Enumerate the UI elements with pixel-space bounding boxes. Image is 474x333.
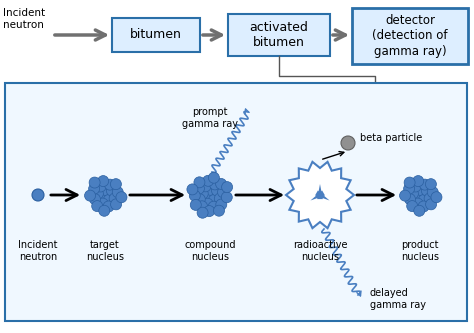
Circle shape [419,179,430,190]
Circle shape [116,192,127,203]
Circle shape [200,181,211,192]
Circle shape [97,192,108,203]
Circle shape [209,172,219,183]
FancyBboxPatch shape [5,83,467,321]
Circle shape [419,194,429,205]
Circle shape [404,183,415,194]
Circle shape [194,194,205,205]
Circle shape [424,193,435,204]
Circle shape [197,201,208,212]
Circle shape [414,189,426,200]
Circle shape [187,184,198,195]
Circle shape [189,190,201,201]
Circle shape [218,186,228,198]
Circle shape [404,194,415,205]
Circle shape [98,175,109,186]
Circle shape [91,200,103,211]
Circle shape [197,188,208,199]
Polygon shape [310,190,325,200]
Text: bitumen: bitumen [130,29,182,42]
Circle shape [89,183,100,194]
FancyBboxPatch shape [228,14,330,56]
Circle shape [109,193,120,204]
Circle shape [407,188,419,199]
Circle shape [407,200,418,211]
Circle shape [421,185,432,196]
Circle shape [84,190,96,201]
Circle shape [99,205,110,216]
Circle shape [431,192,442,203]
Polygon shape [315,190,329,200]
Circle shape [97,198,108,209]
Text: product
nucleus: product nucleus [401,240,439,262]
Circle shape [106,185,118,196]
Circle shape [110,199,122,210]
Circle shape [197,207,208,218]
Circle shape [204,205,215,216]
Circle shape [194,177,205,188]
Circle shape [425,178,437,190]
Circle shape [203,175,214,186]
Text: activated
bitumen: activated bitumen [250,21,309,49]
Circle shape [214,193,225,204]
Circle shape [112,187,123,198]
Circle shape [404,177,415,188]
Circle shape [211,185,222,196]
Circle shape [190,199,201,210]
Text: detector
(detection of
gamma ray): detector (detection of gamma ray) [372,15,448,58]
Circle shape [104,179,115,190]
Circle shape [89,177,100,188]
Circle shape [103,194,114,205]
Circle shape [213,205,225,216]
Circle shape [204,189,216,200]
Text: delayed
gamma ray: delayed gamma ray [370,288,426,310]
Circle shape [202,198,213,209]
FancyBboxPatch shape [352,8,468,64]
Circle shape [95,181,106,192]
Circle shape [400,190,410,201]
Polygon shape [317,184,323,199]
Text: beta particle: beta particle [360,133,422,143]
Text: compound
nucleus: compound nucleus [184,240,236,262]
Circle shape [415,184,426,195]
Text: radioactive
nucleus: radioactive nucleus [293,240,347,262]
Circle shape [209,194,219,205]
Circle shape [100,189,110,200]
Circle shape [426,199,437,210]
Circle shape [100,184,111,195]
Circle shape [110,178,121,190]
Text: Incident
neutron: Incident neutron [18,240,58,262]
Circle shape [222,181,233,192]
Text: prompt
gamma ray: prompt gamma ray [182,107,238,129]
Circle shape [418,201,429,212]
Circle shape [413,175,424,186]
Circle shape [32,189,44,201]
Circle shape [412,192,423,203]
Polygon shape [286,162,354,228]
Circle shape [412,198,423,209]
Circle shape [90,194,100,205]
Circle shape [193,183,204,194]
Circle shape [92,188,103,199]
FancyBboxPatch shape [112,18,200,52]
Circle shape [205,184,216,195]
Circle shape [427,187,438,198]
Circle shape [414,205,425,216]
Circle shape [210,179,220,190]
Text: Incident
neutron: Incident neutron [3,8,45,30]
Circle shape [208,201,219,212]
Circle shape [202,192,213,203]
Circle shape [341,136,355,150]
Circle shape [103,201,114,212]
Circle shape [216,199,227,210]
Circle shape [221,192,232,203]
Circle shape [410,181,421,192]
Circle shape [216,178,227,189]
Text: target
nucleus: target nucleus [86,240,124,262]
